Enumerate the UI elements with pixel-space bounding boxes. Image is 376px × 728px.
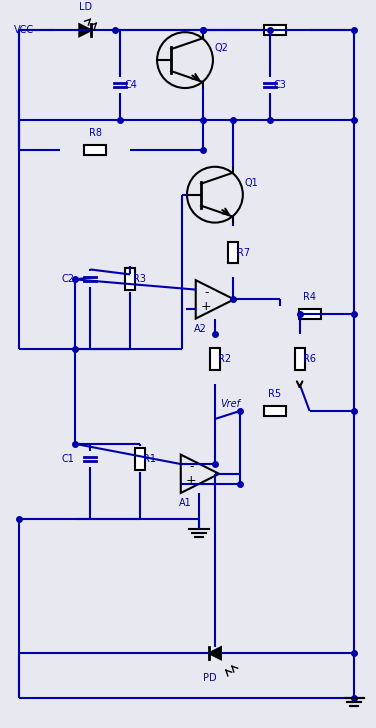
Text: -: -: [189, 460, 194, 473]
Text: +: +: [186, 474, 197, 487]
Text: R6: R6: [303, 354, 315, 364]
Polygon shape: [209, 647, 221, 660]
Text: PD: PD: [203, 673, 217, 683]
Text: C2: C2: [61, 274, 74, 285]
Text: R5: R5: [268, 389, 281, 399]
Text: LD: LD: [79, 2, 92, 12]
Text: R4: R4: [303, 293, 316, 302]
Text: Vref: Vref: [220, 399, 240, 409]
Bar: [228, 242, 238, 264]
Text: A2: A2: [194, 324, 207, 333]
Text: Q2: Q2: [215, 43, 229, 53]
Bar: [125, 269, 135, 290]
Text: A1: A1: [179, 498, 192, 508]
Text: C4: C4: [124, 80, 137, 90]
Text: R2: R2: [218, 354, 231, 364]
Bar: [264, 25, 286, 35]
Text: R8: R8: [89, 128, 102, 138]
Bar: [295, 348, 305, 370]
Bar: [210, 348, 220, 370]
Text: R1: R1: [143, 454, 156, 464]
Polygon shape: [79, 24, 91, 36]
Text: C1: C1: [62, 454, 74, 464]
Text: VCC: VCC: [14, 25, 34, 35]
Text: C3: C3: [274, 80, 287, 90]
Text: R7: R7: [237, 248, 250, 258]
Bar: [299, 309, 321, 320]
Text: +: +: [201, 300, 212, 313]
Text: R3: R3: [133, 274, 146, 285]
Text: Q1: Q1: [245, 178, 259, 188]
Bar: [135, 448, 145, 470]
Bar: [264, 406, 286, 416]
Text: -: -: [204, 286, 208, 299]
Bar: [84, 145, 106, 155]
